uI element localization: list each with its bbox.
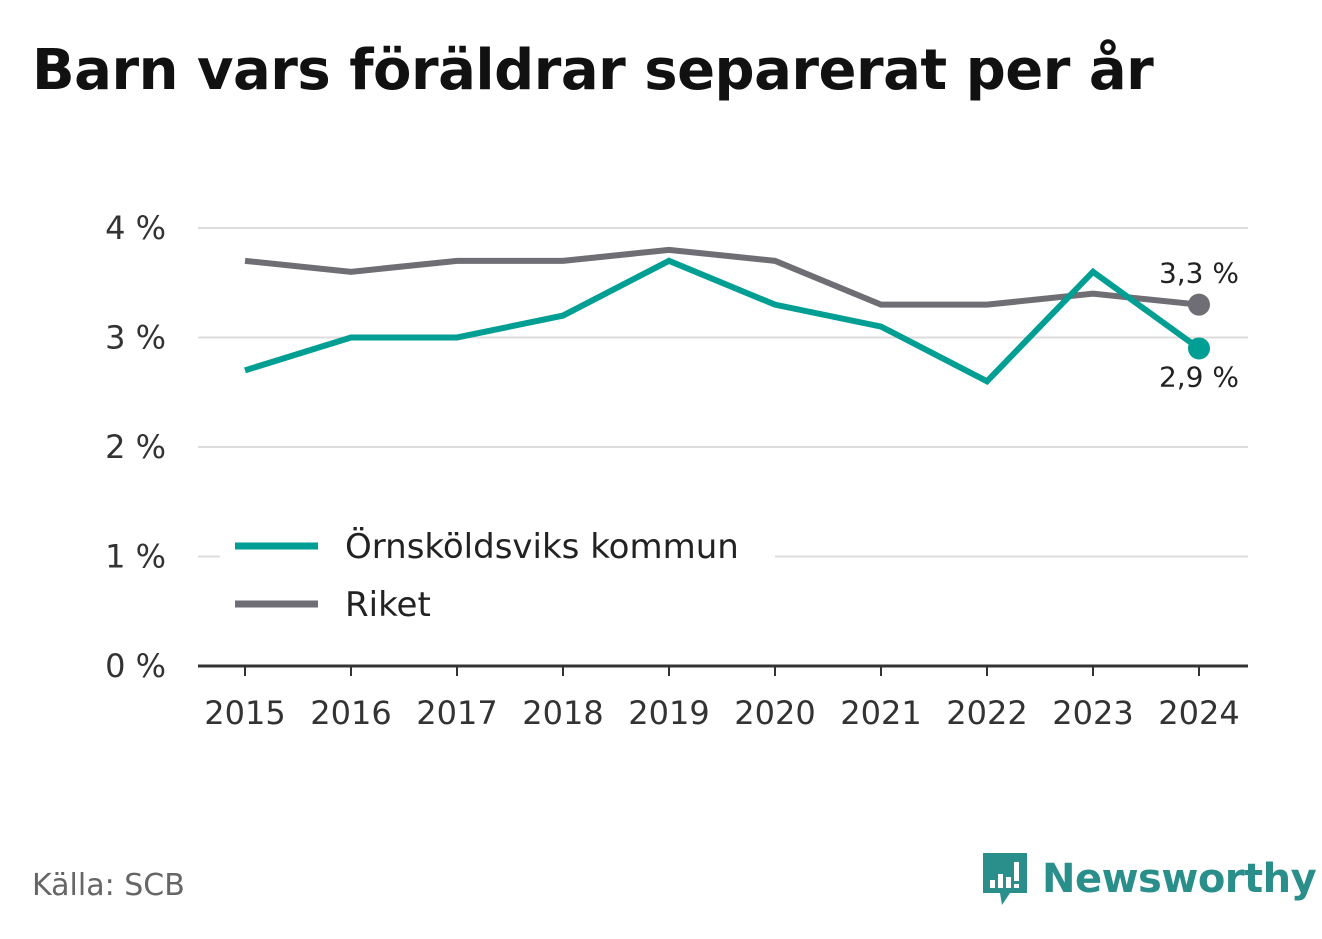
end-point	[1188, 337, 1210, 360]
x-axis: 2015 2016 2017 2018 2019 2020 2021 2022 2023 2024	[198, 664, 1248, 732]
x-tick-label: 2021	[840, 694, 921, 732]
brand-logo: Newsworthy	[980, 850, 1317, 908]
y-tick-label: 1 %	[105, 538, 166, 576]
x-tick-label: 2019	[628, 694, 709, 732]
source-note: Källa: SCB	[32, 868, 185, 903]
legend-label: Riket	[345, 585, 431, 625]
series-lines	[244, 246, 1201, 385]
y-axis-ticks: 0 % 1 % 2 % 3 % 4 %	[105, 209, 166, 685]
end-value-label: 2,9 %	[1159, 360, 1239, 393]
x-tick-label: 2015	[204, 694, 285, 732]
y-tick-label: 0 %	[105, 647, 166, 685]
x-tick-label: 2017	[416, 694, 497, 732]
x-tick-label: 2020	[734, 694, 815, 732]
x-tick-label: 2022	[946, 694, 1027, 732]
y-tick-label: 2 %	[105, 428, 166, 466]
x-tick-label: 2023	[1052, 694, 1133, 732]
series-line	[244, 257, 1201, 385]
legend-label: Örnsköldsviks kommun	[345, 526, 739, 567]
series-line	[244, 246, 1200, 308]
y-tick-label: 3 %	[105, 319, 166, 357]
brand-name: Newsworthy	[1042, 856, 1317, 902]
end-value-label: 3,3 %	[1159, 257, 1239, 290]
end-point	[1188, 293, 1210, 316]
x-tick-label: 2024	[1158, 694, 1239, 732]
x-tick-label: 2016	[310, 694, 391, 732]
newsworthy-logo-icon	[983, 853, 1027, 905]
legend: Örnsköldsviks kommun Riket	[220, 516, 775, 634]
end-markers: 2,9 % 3,3 %	[1159, 257, 1239, 394]
legend-background	[220, 516, 775, 634]
y-tick-label: 4 %	[105, 209, 166, 247]
chart-title: Barn vars föräldrar separerat per år	[32, 38, 1154, 103]
x-tick-label: 2018	[522, 694, 603, 732]
